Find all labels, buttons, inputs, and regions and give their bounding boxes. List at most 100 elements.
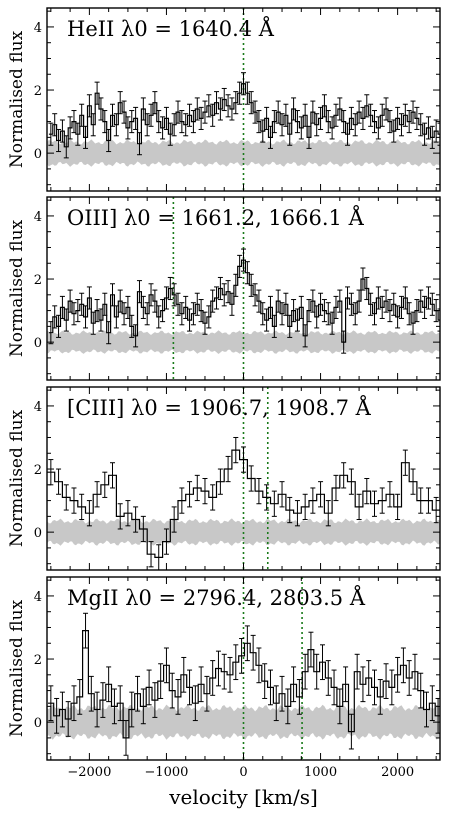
data-point — [110, 462, 115, 489]
data-point — [402, 449, 408, 476]
data-point — [325, 500, 331, 527]
data-point — [398, 295, 404, 319]
data-point — [183, 113, 189, 137]
data-point — [321, 299, 327, 323]
y-tick-label: 4 — [34, 590, 42, 605]
data-point — [379, 103, 385, 127]
data-point — [256, 110, 262, 134]
data-point — [333, 103, 339, 127]
data-point — [287, 122, 293, 146]
data-point — [163, 528, 169, 555]
data-point — [233, 436, 239, 464]
data-point — [262, 663, 268, 699]
data-point — [447, 686, 452, 721]
data-point — [75, 299, 81, 323]
data-point — [372, 490, 377, 517]
data-point — [190, 302, 196, 326]
data-point — [221, 653, 227, 690]
data-point — [129, 314, 135, 338]
data-point — [194, 97, 200, 121]
data-point — [283, 103, 289, 127]
data-point — [140, 515, 146, 543]
data-point — [241, 248, 246, 272]
data-point — [298, 295, 304, 319]
data-point — [214, 286, 220, 310]
data-point — [237, 254, 243, 278]
x-tick-label: −2000 — [67, 765, 111, 780]
data-point — [271, 314, 277, 338]
panel-title: OIII] λ0 = 1661.2, 1666.1 Å — [67, 205, 365, 230]
data-point — [425, 286, 431, 310]
data-point — [256, 647, 262, 684]
data-point — [71, 487, 77, 514]
data-point — [264, 484, 270, 511]
data-point — [167, 122, 173, 146]
x-tick-label: 2000 — [381, 765, 414, 780]
y-tick-label: 2 — [34, 653, 42, 668]
data-point — [308, 631, 314, 668]
data-point — [194, 292, 200, 316]
data-point — [291, 666, 297, 703]
data-point — [86, 500, 92, 527]
data-point — [94, 299, 100, 323]
data-point — [425, 116, 431, 140]
data-point — [356, 100, 362, 124]
data-point — [187, 481, 193, 508]
data-point — [348, 106, 354, 130]
data-point — [90, 113, 96, 137]
data-point — [294, 500, 300, 527]
data-point — [241, 446, 246, 473]
data-point — [111, 688, 117, 725]
data-point — [410, 100, 416, 124]
data-point — [71, 685, 77, 722]
data-point — [171, 283, 177, 307]
data-point — [133, 506, 139, 533]
data-point — [310, 487, 316, 514]
data-point — [275, 100, 281, 124]
data-point — [248, 273, 254, 297]
data-point — [424, 691, 430, 728]
data-point — [294, 110, 300, 134]
data-point — [464, 680, 468, 715]
data-point — [225, 455, 231, 483]
data-point — [160, 299, 166, 323]
y-tick-label: 0 — [34, 526, 42, 541]
data-point — [121, 302, 127, 326]
data-point — [202, 478, 208, 505]
data-point — [88, 675, 94, 712]
data-point — [395, 106, 401, 130]
data-point — [414, 106, 420, 130]
data-point — [133, 324, 139, 348]
data-point — [244, 81, 250, 105]
data-point — [264, 106, 270, 130]
data-point — [140, 295, 146, 319]
data-point — [210, 103, 216, 127]
data-point — [418, 672, 424, 709]
data-point — [287, 314, 293, 338]
data-point — [402, 103, 408, 127]
panel-1: 0 2 4 HeII λ0 = 1640.4 Å Normalised flux — [7, 7, 441, 192]
data-point — [379, 487, 385, 514]
y-tick-label: 0 — [34, 716, 42, 731]
panel-title: HeII λ0 = 1640.4 Å — [67, 16, 275, 41]
data-point — [148, 541, 154, 568]
data-point — [279, 113, 285, 137]
panel-2: 0 2 4 OIII] λ0 = 1661.2, 1666.1 Å Normalised… — [7, 196, 441, 381]
data-point — [410, 468, 416, 495]
data-point — [67, 289, 73, 313]
data-point — [302, 324, 308, 348]
data-point — [310, 100, 316, 124]
data-point — [271, 110, 277, 134]
data-point — [83, 612, 89, 649]
data-point — [418, 289, 424, 313]
data-point — [364, 478, 370, 505]
y-tick-label: 2 — [34, 273, 42, 288]
data-point — [227, 656, 233, 693]
data-point — [406, 660, 412, 696]
data-point — [368, 103, 374, 127]
data-point — [325, 660, 331, 696]
data-point — [175, 100, 181, 124]
data-point — [364, 94, 370, 118]
plot-area — [47, 8, 440, 191]
